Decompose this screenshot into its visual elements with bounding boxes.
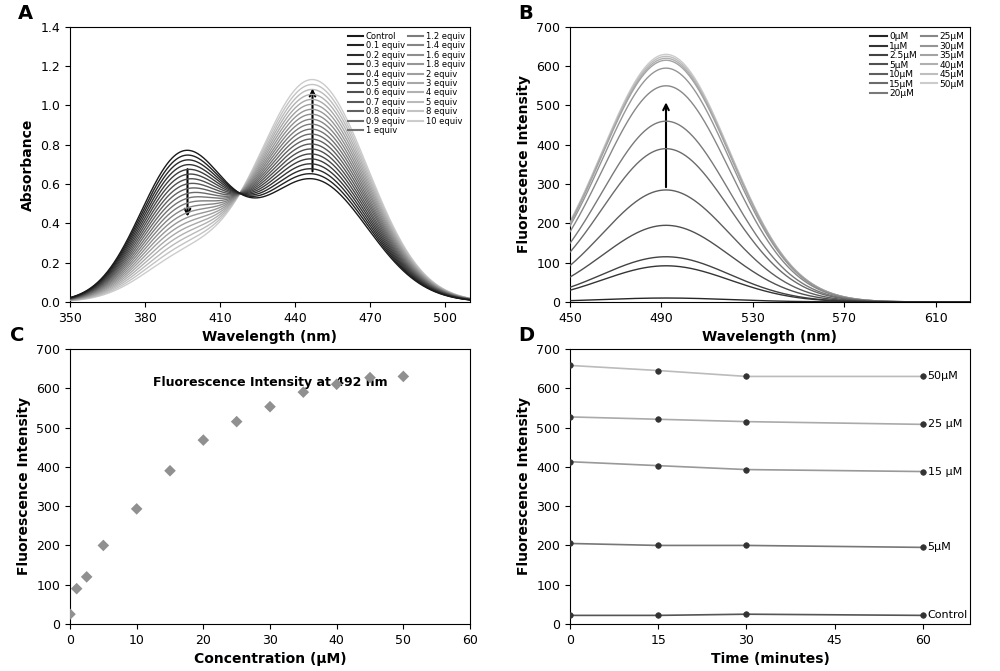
- Point: [362, 372, 378, 383]
- Point: [295, 386, 311, 397]
- Text: Control: Control: [928, 611, 968, 621]
- Point: [162, 466, 178, 476]
- Text: 15 μM: 15 μM: [928, 466, 962, 476]
- Text: Fluorescence Intensity at 492 nm: Fluorescence Intensity at 492 nm: [153, 376, 387, 389]
- X-axis label: Concentration (μM): Concentration (μM): [194, 652, 346, 666]
- Point: [195, 435, 211, 446]
- Point: [329, 379, 345, 390]
- X-axis label: Wavelength (nm): Wavelength (nm): [202, 330, 338, 344]
- X-axis label: Wavelength (nm): Wavelength (nm): [702, 330, 838, 344]
- Point: [95, 540, 111, 551]
- Text: A: A: [18, 3, 33, 23]
- Text: 5μM: 5μM: [928, 542, 951, 552]
- Y-axis label: Fluorescence Intensity: Fluorescence Intensity: [517, 75, 531, 254]
- Point: [229, 416, 245, 427]
- Text: D: D: [518, 325, 534, 345]
- Point: [395, 371, 411, 382]
- X-axis label: Time (minutes): Time (minutes): [711, 652, 829, 666]
- Point: [79, 572, 95, 582]
- Text: C: C: [10, 325, 24, 345]
- Y-axis label: Absorbance: Absorbance: [21, 118, 35, 211]
- Point: [129, 503, 145, 514]
- Text: 25 μM: 25 μM: [928, 419, 962, 429]
- Legend: Control, 0.1 equiv, 0.2 equiv, 0.3 equiv, 0.4 equiv, 0.5 equiv, 0.6 equiv, 0.7 e: Control, 0.1 equiv, 0.2 equiv, 0.3 equiv…: [347, 31, 466, 136]
- Point: [262, 401, 278, 412]
- Y-axis label: Fluorescence Intensity: Fluorescence Intensity: [517, 397, 531, 576]
- Y-axis label: Fluorescence Intensity: Fluorescence Intensity: [17, 397, 31, 576]
- Point: [62, 609, 78, 619]
- Text: B: B: [518, 3, 533, 23]
- Point: [69, 583, 85, 594]
- Text: 50μM: 50μM: [928, 372, 958, 381]
- Legend: 0μM, 1μM, 2.5μM, 5μM, 10μM, 15μM, 20μM, 25μM, 30μM, 35μM, 40μM, 45μM, 50μM: 0μM, 1μM, 2.5μM, 5μM, 10μM, 15μM, 20μM, …: [869, 32, 965, 99]
